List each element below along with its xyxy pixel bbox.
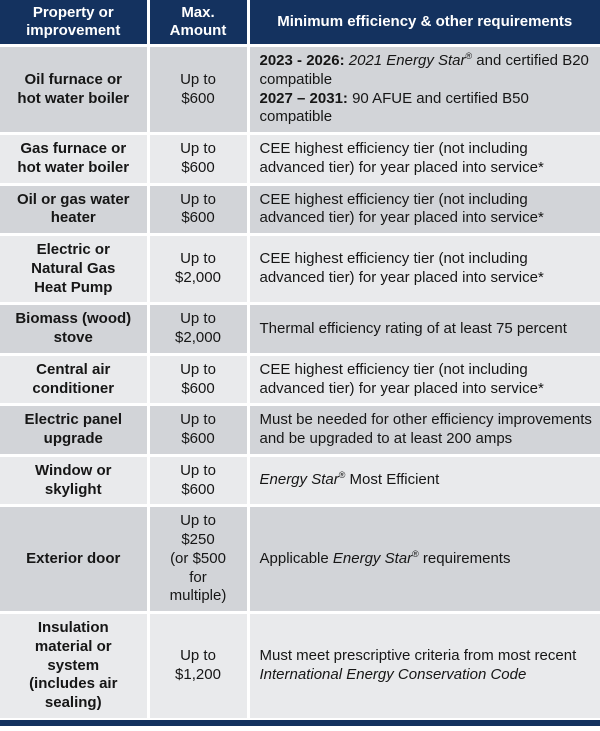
amount-cell: Up to $250 (or $500 for multiple) bbox=[146, 504, 250, 614]
bottom-accent-bar bbox=[0, 719, 600, 726]
table-row: Central air conditioner Up to $600 CEE hig… bbox=[0, 352, 600, 407]
requirement-text-segment: 2027 – 2031: bbox=[259, 89, 348, 107]
property-cell: Electric panel upgrade bbox=[0, 403, 150, 457]
property-cell: Exterior door bbox=[0, 504, 150, 614]
requirement-cell: Thermal efficiency rating of at least 75… bbox=[246, 302, 600, 356]
property-cell: Central air conditioner bbox=[0, 352, 150, 407]
requirement-cell: Must be needed for other efficiency impr… bbox=[246, 403, 600, 457]
requirement-cell: Must meet prescriptive criteria from mos… bbox=[246, 610, 600, 720]
requirement-text-segment: Applicable bbox=[259, 549, 333, 567]
requirement-text-segment: Energy Star bbox=[332, 549, 413, 567]
requirement-text-segment: Must meet prescriptive criteria from mos… bbox=[259, 647, 577, 665]
table-row: Oil furnace or hot water boiler Up to $60… bbox=[0, 44, 600, 135]
table-row: Oil or gas water heater Up to $600 CEE hig… bbox=[0, 182, 600, 236]
amount-cell: Up to $2,000 bbox=[146, 232, 250, 306]
amount-cell: Up to $600 bbox=[146, 403, 250, 457]
requirement-cell: CEE highest efficiency tier (not includi… bbox=[246, 352, 600, 407]
property-cell: Biomass (wood) stove bbox=[0, 302, 150, 356]
requirement-text-segment: 90 AFUE and certified B50 compatible bbox=[259, 89, 529, 126]
property-cell: Electric or Natural Gas Heat Pump bbox=[0, 232, 150, 306]
requirement-text-segment: Must be needed for other efficiency impr… bbox=[259, 411, 592, 447]
requirement-cell: 2023 - 2026: 2021 Energy Star® and certi… bbox=[246, 44, 600, 135]
requirement-text-segment: CEE highest efficiency tier (not includi… bbox=[259, 250, 544, 287]
table-row: Window or skylight Up to $600 Energy Star®… bbox=[0, 453, 600, 508]
table-row: Electric or Natural Gas Heat Pump Up to $… bbox=[0, 232, 600, 306]
requirement-cell: Applicable Energy Star® requirements bbox=[246, 504, 600, 614]
requirement-text-segment: and certified B20 compatible bbox=[259, 52, 589, 88]
requirement-text-segment: CEE highest efficiency tier (not includi… bbox=[259, 140, 544, 176]
registered-trademark-symbol: ® bbox=[465, 51, 473, 61]
amount-cell: Up to $600 bbox=[146, 453, 250, 508]
table-row: Exterior door Up to $250 (or $500 for mul… bbox=[0, 504, 600, 614]
header-row: Property or improvement Max. Amount Mini… bbox=[0, 0, 600, 47]
requirement-cell: CEE highest efficiency tier (not includi… bbox=[246, 132, 600, 186]
requirement-text-segment: CEE highest efficiency tier (not includi… bbox=[259, 360, 544, 397]
requirement-text-segment: 2021 Energy Star bbox=[348, 52, 466, 69]
requirement-text-segment: Energy Star bbox=[259, 471, 339, 489]
col-header-requirements: Minimum efficiency & other requirements bbox=[246, 0, 600, 47]
amount-cell: Up to $600 bbox=[146, 44, 250, 135]
requirement-cell: CEE highest efficiency tier (not includi… bbox=[246, 232, 600, 306]
requirement-cell: CEE highest efficiency tier (not includi… bbox=[246, 182, 600, 236]
property-cell: Oil or gas water heater bbox=[0, 182, 150, 236]
registered-trademark-symbol: ® bbox=[412, 548, 419, 559]
table-row: Insulation material or system (includes … bbox=[0, 610, 600, 720]
amount-cell: Up to $600 bbox=[146, 132, 250, 186]
requirement-text-segment: 2023 - 2026: bbox=[259, 52, 345, 69]
property-cell: Gas furnace or hot water boiler bbox=[0, 132, 150, 186]
table-row: Gas furnace or hot water boiler Up to $60… bbox=[0, 132, 600, 186]
requirement-text-segment: International Energy Conservation Code bbox=[259, 665, 527, 683]
requirement-text-segment: requirements bbox=[418, 549, 511, 567]
property-cell: Oil furnace or hot water boiler bbox=[0, 44, 150, 135]
table-row: Biomass (wood) stove Up to $2,000 Thermal … bbox=[0, 302, 600, 356]
property-cell: Window or skylight bbox=[0, 453, 150, 508]
amount-cell: Up to $600 bbox=[146, 182, 250, 236]
requirement-cell: Energy Star® Most Efficient bbox=[246, 453, 600, 508]
requirement-text-segment: Thermal efficiency rating of at least 75… bbox=[259, 319, 567, 337]
requirement-text-segment: Most Efficient bbox=[345, 471, 440, 489]
registered-trademark-symbol: ® bbox=[338, 470, 346, 481]
table-body: Oil furnace or hot water boiler Up to $60… bbox=[0, 44, 600, 720]
property-cell: Insulation material or system (includes … bbox=[0, 610, 150, 720]
requirement-text-segment: CEE highest efficiency tier (not includi… bbox=[259, 190, 544, 227]
col-header-property: Property or improvement bbox=[0, 0, 150, 47]
amount-cell: Up to $2,000 bbox=[146, 302, 250, 356]
amount-cell: Up to $600 bbox=[146, 352, 250, 407]
amount-cell: Up to $1,200 bbox=[146, 610, 250, 720]
col-header-amount: Max. Amount bbox=[146, 0, 250, 47]
table-row: Electric panel upgrade Up to $600 Must be … bbox=[0, 403, 600, 457]
